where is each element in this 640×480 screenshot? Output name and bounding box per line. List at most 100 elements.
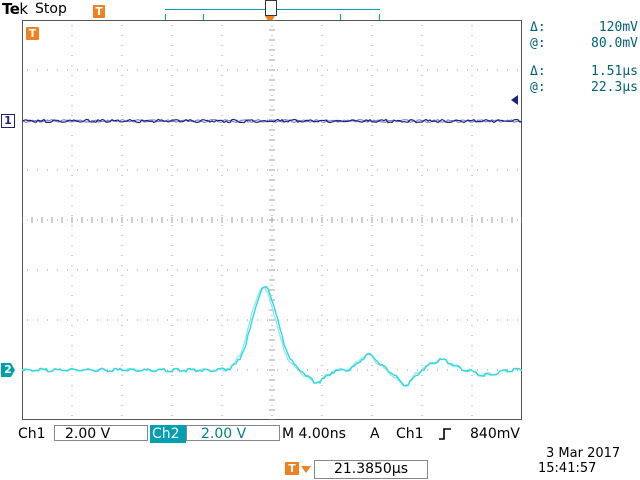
trigger-source-readout[interactable]: Ch1 — [396, 426, 424, 442]
ch2-ground-marker[interactable]: 2 — [1, 363, 15, 377]
ch1-ground-marker[interactable]: 1 — [1, 114, 15, 128]
grid-dot — [221, 395, 223, 396]
grid-dot — [371, 165, 373, 166]
grid-dot — [137, 319, 138, 321]
grid-dot — [321, 235, 323, 236]
grid-dot — [71, 355, 73, 356]
grid-dot — [247, 219, 248, 221]
waveform-graticule[interactable] — [22, 20, 522, 420]
ch2-label[interactable]: Ch2 — [150, 425, 186, 443]
grid-dot — [277, 369, 278, 371]
grid-dot — [271, 105, 273, 106]
grid-dot — [367, 169, 368, 171]
grid-dot — [321, 415, 323, 416]
grid-dot — [471, 105, 473, 106]
grid-dot — [321, 225, 323, 226]
timebase-readout[interactable]: M 4.00ns — [282, 426, 346, 442]
grid-dot — [497, 319, 498, 321]
grid-dot — [107, 269, 108, 271]
grid-dot — [117, 169, 118, 171]
grid-dot — [371, 365, 373, 366]
grid-dot — [321, 175, 323, 176]
grid-dot — [221, 45, 223, 46]
grid-dot — [271, 135, 273, 136]
grid-dot — [477, 169, 478, 171]
grid-dot — [171, 295, 173, 296]
grid-dot — [471, 125, 473, 126]
grid-dot — [471, 75, 473, 76]
grid-dot — [371, 415, 373, 416]
ch1-scale-readout[interactable]: 2.00 V — [54, 425, 148, 442]
grid-dot — [317, 369, 318, 371]
grid-dot — [221, 295, 223, 296]
grid-dot — [321, 325, 323, 326]
grid-dot — [121, 45, 123, 46]
grid-dot — [221, 325, 223, 326]
grid-dot — [367, 69, 368, 71]
ch2-waveform — [22, 285, 522, 387]
grid-dot — [121, 55, 123, 56]
ch1-label[interactable]: Ch1 — [18, 426, 46, 442]
horizontal-position-readout[interactable]: 21.3850µs — [314, 460, 428, 479]
grid-dot — [321, 105, 323, 106]
grid-dot — [71, 385, 73, 386]
grid-dot — [471, 165, 473, 166]
grid-dot — [47, 219, 48, 221]
grid-dot — [421, 275, 423, 276]
grid-dot — [171, 245, 173, 246]
grid-dot — [271, 145, 273, 146]
ch2-scale-readout[interactable]: 2.00 V — [186, 425, 280, 442]
grid-dot — [421, 225, 423, 226]
grid-dot — [171, 235, 173, 236]
grid-dot — [271, 205, 273, 206]
grid-dot — [227, 169, 228, 171]
grid-dot — [371, 245, 373, 246]
record-window-indicator[interactable] — [265, 0, 277, 16]
grid-dot — [171, 185, 173, 186]
grid-dot — [447, 69, 448, 71]
grid-dot — [421, 165, 423, 166]
grid-dot — [471, 265, 473, 266]
grid-dot — [421, 295, 423, 296]
grid-dot — [471, 145, 473, 146]
grid-dot — [171, 195, 173, 196]
grid-dot — [221, 275, 223, 276]
trigger-level-readout[interactable]: 840mV — [470, 426, 520, 442]
grid-dot — [447, 319, 448, 321]
grid-dot — [171, 375, 173, 376]
grid-dot — [471, 405, 473, 406]
grid-dot — [387, 69, 388, 71]
voltage-at-row: @: 80.0mV — [530, 36, 638, 51]
grid-dot — [121, 395, 123, 396]
grid-dot — [321, 155, 323, 156]
grid-dot — [357, 219, 358, 221]
grid-dot — [221, 195, 223, 196]
grid-dot — [471, 175, 473, 176]
grid-dot — [221, 95, 223, 96]
grid-dot — [221, 105, 223, 106]
grid-dot — [121, 255, 123, 256]
grid-dot — [457, 69, 458, 71]
grid-dot — [507, 69, 508, 71]
grid-dot — [57, 219, 58, 221]
grid-dot — [137, 169, 138, 171]
grid-dot — [121, 365, 123, 366]
grid-dot — [247, 69, 248, 71]
grid-dot — [507, 319, 508, 321]
grid-dot — [387, 169, 388, 171]
grid-dot — [371, 305, 373, 306]
grid-dot — [371, 35, 373, 36]
grid-dot — [121, 405, 123, 406]
grid-dot — [197, 69, 198, 71]
grid-dot — [477, 319, 478, 321]
grid-dot — [207, 119, 208, 121]
grid-dot — [257, 269, 258, 271]
grid-dot — [47, 169, 48, 171]
grid-dot — [471, 85, 473, 86]
horizontal-position-icon: T — [285, 462, 299, 475]
grid-dot — [421, 75, 423, 76]
grid-dot — [271, 255, 273, 256]
grid-dot — [367, 219, 368, 221]
grid-dot — [321, 25, 323, 26]
grid-dot — [71, 365, 73, 366]
